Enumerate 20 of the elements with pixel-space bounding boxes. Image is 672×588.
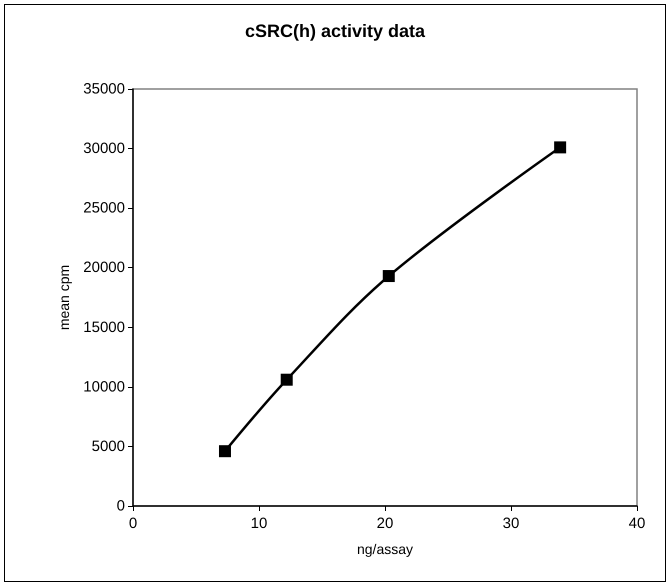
- x-tick-label: 40: [628, 515, 646, 532]
- x-tick-label: 0: [128, 515, 138, 532]
- y-tick-label: 10000: [83, 378, 125, 396]
- y-tick-label: 25000: [83, 200, 125, 217]
- y-tick-label: 35000: [83, 80, 125, 98]
- x-tick-label: 20: [376, 515, 394, 532]
- y-axis-title: mean cpm: [56, 264, 72, 330]
- x-tick-label: 30: [502, 515, 520, 532]
- chart-title: cSRC(h) activity data: [244, 21, 426, 41]
- y-tick-label: 15000: [83, 318, 125, 336]
- x-tick-label: 10: [250, 515, 268, 532]
- point: [280, 374, 293, 386]
- y-tick-label: 20000: [83, 259, 125, 276]
- y-tick-label: 30000: [83, 140, 125, 158]
- point: [218, 445, 231, 458]
- y-tick-label: 5000: [92, 438, 125, 455]
- point: [554, 141, 566, 154]
- point: [382, 270, 395, 282]
- y-tick-label: 0: [116, 498, 125, 514]
- x-axis-title: ng/assay: [356, 541, 414, 557]
